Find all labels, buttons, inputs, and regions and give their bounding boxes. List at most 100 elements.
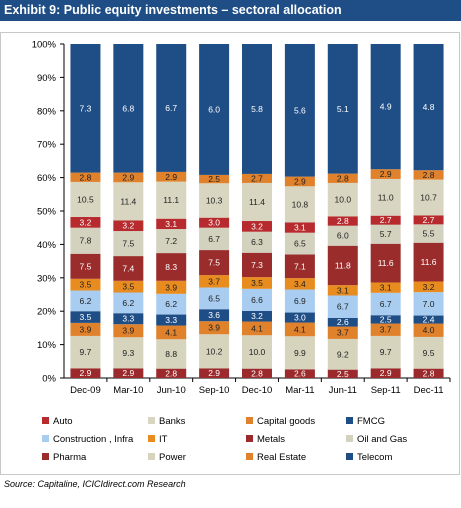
legend-swatch <box>246 435 253 442</box>
legend-label: Construction , Infra <box>53 434 134 445</box>
chart-frame <box>0 32 460 475</box>
bar-segment <box>284 186 315 223</box>
data-label: 11.4 <box>120 196 136 206</box>
data-label: 10.2 <box>206 346 223 356</box>
bar-segment <box>156 293 187 315</box>
bar-segment <box>242 182 272 222</box>
bar-segment <box>370 292 401 316</box>
bar-segment <box>156 171 187 182</box>
bar-segment <box>413 224 444 243</box>
bar-segment <box>70 217 101 228</box>
bar-segment <box>370 243 401 283</box>
data-label: 2.8 <box>80 172 92 182</box>
bar-segment <box>284 369 315 378</box>
data-label: 7.0 <box>423 299 435 309</box>
data-label: 10.3 <box>206 195 223 205</box>
data-label: 10.0 <box>249 347 266 357</box>
y-tick-label: 30% <box>37 273 57 284</box>
bar-segment <box>413 215 444 225</box>
data-label: 8.3 <box>165 262 177 272</box>
legend-label: Real Estate <box>257 452 306 463</box>
x-tick-label: Mar-11 <box>285 385 314 396</box>
data-label: 2.8 <box>337 216 349 226</box>
bar-segment <box>113 324 144 338</box>
bar-segment <box>70 44 101 173</box>
data-label: 7.3 <box>251 260 263 270</box>
bar-segment <box>327 369 358 378</box>
data-label: 11.6 <box>421 257 437 267</box>
bar-segment <box>70 290 101 312</box>
data-label: 5.1 <box>337 104 349 114</box>
data-label: 7.3 <box>80 103 92 113</box>
bar-segment <box>284 222 315 233</box>
data-label: 11.4 <box>249 197 265 207</box>
legend-swatch <box>42 435 49 442</box>
legend-label: Oil and Gas <box>357 434 407 445</box>
legend-label: Metals <box>257 434 285 445</box>
legend-swatch <box>148 453 155 460</box>
bar-segment <box>113 182 144 221</box>
bar-segment <box>70 311 101 323</box>
bar-segment <box>156 314 187 326</box>
bar-segment <box>156 325 187 340</box>
bar-segment <box>70 322 101 336</box>
bar-segment <box>284 232 315 255</box>
legend-label: Auto <box>53 416 73 427</box>
data-label: 11.1 <box>163 195 179 205</box>
data-label: 5.5 <box>423 229 435 239</box>
data-label: 2.5 <box>380 314 392 324</box>
data-label: 2.7 <box>423 215 435 225</box>
data-label: 6.7 <box>337 302 349 312</box>
source-note: Source: Capitaline, ICICIdirect.com Rese… <box>4 479 186 489</box>
x-tick-label: Dec-10 <box>242 385 273 396</box>
legend-swatch <box>246 417 253 424</box>
bar-segment <box>199 174 230 184</box>
bar-segment <box>156 44 187 172</box>
legend-swatch <box>42 453 49 460</box>
data-label: 6.7 <box>208 234 220 244</box>
bar-segment <box>113 220 144 232</box>
bar-segment <box>370 315 401 324</box>
data-label: 2.9 <box>294 176 306 186</box>
bar-segment <box>242 173 272 183</box>
data-label: 5.6 <box>294 105 306 115</box>
bar-segment <box>70 227 101 254</box>
bar-segment <box>199 287 230 310</box>
data-label: 3.3 <box>122 314 134 324</box>
bar-segment <box>327 182 358 217</box>
data-label: 2.9 <box>122 172 134 182</box>
y-tick-label: 90% <box>37 73 57 84</box>
data-label: 3.7 <box>380 325 392 335</box>
data-label: 3.1 <box>294 223 306 233</box>
data-label: 6.5 <box>208 293 220 303</box>
bar-segment <box>327 225 358 246</box>
bar-segment <box>199 321 230 335</box>
bar-segment <box>370 215 401 225</box>
bar-segment <box>156 181 187 219</box>
data-label: 2.7 <box>380 215 392 225</box>
data-label: 7.5 <box>122 239 134 249</box>
data-label: 2.4 <box>423 315 435 325</box>
bar-segment <box>284 336 315 370</box>
data-label: 7.1 <box>294 261 306 271</box>
bar-segment <box>327 317 358 327</box>
x-tick-label: Mar-10 <box>113 385 143 396</box>
y-tick-label: 0% <box>42 374 56 385</box>
data-label: 6.0 <box>337 231 349 241</box>
bar-segment <box>113 172 144 183</box>
data-label: 2.6 <box>294 369 306 379</box>
data-label: 3.3 <box>165 315 177 325</box>
data-label: 2.8 <box>337 173 349 183</box>
bar-segment <box>284 289 315 313</box>
data-label: 10.8 <box>292 199 309 209</box>
bar-segment <box>370 169 401 179</box>
bar-segment <box>284 322 315 337</box>
x-tick-label: Dec-09 <box>70 385 101 396</box>
x-tick-label: Sep-11 <box>371 385 401 396</box>
x-tick-label: Jun-11 <box>329 385 357 396</box>
data-label: 10.7 <box>420 192 437 202</box>
y-tick-label: 10% <box>37 340 57 351</box>
bar-segment <box>199 275 230 288</box>
data-label: 4.8 <box>423 102 435 112</box>
bar-segment <box>370 44 401 170</box>
